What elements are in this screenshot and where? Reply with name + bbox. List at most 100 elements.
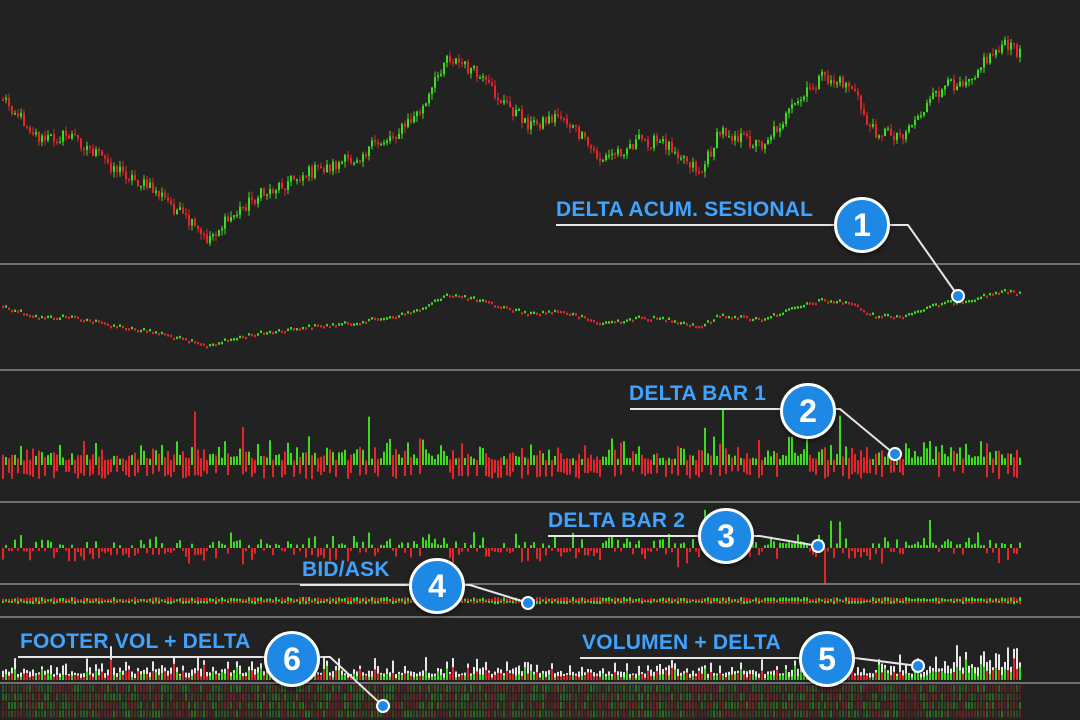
- footer-cell: [233, 685, 235, 692]
- delta-bar-1-bar: [614, 449, 616, 477]
- delta-bar-1-bar: [623, 441, 625, 465]
- volume-bar: [80, 673, 82, 680]
- delta-bar-1-bar: [119, 458, 121, 465]
- footer-cell: [203, 693, 205, 701]
- price-candle-body: [527, 117, 529, 130]
- footer-cell: [872, 685, 874, 692]
- delta-bar-1-bar: [239, 448, 241, 465]
- footer-cell: [506, 685, 508, 692]
- price-candle-body: [8, 97, 10, 106]
- bid-ask-bar: [476, 601, 478, 603]
- volume-delta-bar: [233, 672, 235, 680]
- footer-cell: [278, 710, 280, 718]
- footer-cell: [539, 693, 541, 701]
- footer-cell: [290, 693, 292, 701]
- footer-cell: [914, 702, 916, 709]
- delta-bar-2-bar: [836, 543, 838, 548]
- delta-bar-1-bar: [92, 454, 94, 475]
- delta-bar-2-bar: [446, 543, 448, 548]
- delta-bar-2-bar: [692, 539, 694, 548]
- footer-cell: [425, 693, 427, 701]
- bid-ask-bar: [602, 597, 604, 601]
- bid-ask-bar: [809, 601, 811, 603]
- footer-cell: [827, 710, 829, 718]
- price-candle-body: [974, 77, 976, 80]
- bid-ask-bar: [572, 597, 574, 601]
- bid-ask-bar: [881, 601, 883, 604]
- delta-bar-1-bar: [296, 447, 298, 465]
- bid-ask-bar: [794, 601, 796, 604]
- footer-cell: [902, 702, 904, 709]
- cum-delta-mark: [566, 312, 568, 316]
- bid-ask-bar: [32, 597, 34, 601]
- delta-bar-1-bar: [482, 447, 484, 465]
- bid-ask-bar: [503, 601, 505, 604]
- volume-delta-bar: [350, 676, 352, 680]
- footer-cell: [170, 685, 172, 692]
- volume-bar: [746, 671, 748, 680]
- footer-cell: [134, 693, 136, 701]
- bid-ask-bar: [566, 601, 568, 605]
- footer-cell: [149, 693, 151, 701]
- cum-delta-mark: [428, 304, 430, 307]
- delta-bar-1-bar: [686, 460, 688, 476]
- footer-cell: [920, 693, 922, 701]
- bid-ask-bar: [959, 601, 961, 603]
- footer-cell: [617, 685, 619, 692]
- footer-cell: [62, 693, 64, 701]
- volume-delta-bar: [62, 674, 64, 680]
- volume-delta-bar: [704, 668, 706, 680]
- price-candle-body: [836, 82, 838, 85]
- cum-delta-mark: [698, 325, 700, 329]
- bid-ask-bar: [677, 601, 679, 604]
- delta-bar-1-bar: [515, 455, 517, 465]
- bid-ask-bar: [608, 601, 610, 605]
- bid-ask-bar: [167, 597, 169, 601]
- volume-bar: [677, 668, 679, 680]
- footer-cell: [842, 693, 844, 701]
- price-candle-body: [875, 123, 877, 138]
- price-candle-body: [587, 136, 589, 146]
- volume-delta-bar: [692, 675, 694, 680]
- bid-ask-bar: [80, 601, 82, 603]
- volume-delta-bar: [584, 674, 586, 680]
- cum-delta-mark: [926, 306, 928, 310]
- bid-ask-bar: [47, 601, 49, 603]
- footer-cell: [449, 685, 451, 692]
- volume-delta-bar: [467, 667, 469, 680]
- footer-cell: [134, 702, 136, 709]
- footer-cell: [677, 702, 679, 709]
- volume-bar: [113, 667, 115, 680]
- footer-cell: [362, 693, 364, 701]
- cum-delta-mark: [911, 312, 913, 316]
- footer-cell: [305, 693, 307, 701]
- footer-cell: [101, 693, 103, 701]
- volume-delta-bar: [638, 675, 640, 680]
- cum-delta-mark: [908, 312, 910, 316]
- footer-cell: [296, 710, 298, 718]
- price-candle-body: [92, 148, 94, 156]
- footer-cell: [308, 710, 310, 718]
- volume-delta-bar: [458, 676, 460, 680]
- footer-cell: [530, 685, 532, 692]
- cum-delta-mark: [278, 329, 280, 332]
- volume-delta-bar: [614, 672, 616, 680]
- volume-bar: [371, 671, 373, 680]
- footer-cell: [740, 710, 742, 718]
- footer-cell: [41, 685, 43, 692]
- footer-cell: [752, 710, 754, 718]
- cum-delta-mark: [632, 319, 634, 323]
- bid-ask-bar: [587, 601, 589, 603]
- price-candle-body: [170, 200, 172, 204]
- delta-bar-1-bar: [845, 446, 847, 465]
- footer-cell: [608, 693, 610, 701]
- cum-delta-mark: [449, 295, 451, 298]
- footer-cell: [335, 702, 337, 709]
- bid-ask-bar: [950, 598, 952, 601]
- delta-bar-1-bar: [653, 454, 655, 465]
- cum-delta-mark: [239, 335, 241, 339]
- bid-ask-bar: [632, 601, 634, 603]
- bid-ask-bar: [368, 599, 370, 601]
- bid-ask-bar: [215, 601, 217, 605]
- cum-delta-mark: [641, 316, 643, 320]
